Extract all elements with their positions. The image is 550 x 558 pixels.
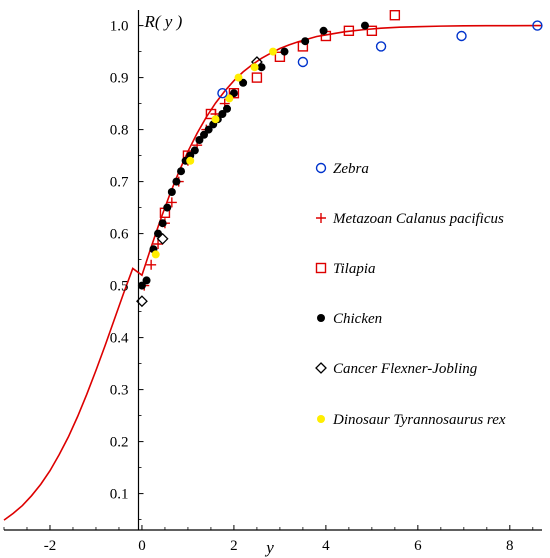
series-metazoan-calanus-pacificus — [139, 98, 230, 291]
data-point — [195, 136, 204, 144]
legend-entry: Cancer Flexner-Jobling — [315, 361, 478, 377]
legend-marker — [317, 415, 325, 423]
data-point — [166, 197, 177, 208]
data-point — [190, 146, 199, 155]
axes — [3, 10, 542, 531]
data-point — [250, 63, 259, 72]
data-point — [146, 259, 157, 270]
data-point — [172, 177, 181, 186]
data-point — [532, 20, 543, 31]
data-point — [269, 47, 277, 56]
data-point — [360, 21, 369, 30]
legend-entry: Dinosaur Tyrannosaurus rex — [317, 412, 506, 428]
data-point — [223, 104, 232, 113]
y-tick-label: 0.2 — [110, 435, 129, 451]
y-tick-label: 0.5 — [110, 279, 129, 295]
data-point — [167, 188, 176, 196]
legend-label: Zebra — [333, 161, 369, 177]
data-point — [218, 110, 227, 118]
data-point — [375, 41, 387, 52]
data-point — [200, 130, 209, 139]
data-point — [234, 73, 243, 82]
x-tick-label: 0 — [138, 538, 146, 554]
data-point — [239, 78, 248, 87]
data-point — [211, 115, 220, 124]
data-point — [280, 47, 289, 56]
data-point — [158, 219, 167, 228]
data-point — [151, 250, 160, 259]
data-point — [366, 25, 378, 36]
fitted-curve — [3, 24, 543, 521]
y-tick-label: 1.0 — [110, 19, 129, 35]
data-point — [319, 26, 328, 35]
y-tick-label: 0.4 — [110, 331, 129, 347]
legend-marker — [317, 314, 325, 322]
legend-marker — [315, 362, 327, 374]
data-point — [137, 281, 146, 290]
y-tick-label: 0.6 — [110, 227, 129, 243]
legend-marker — [315, 162, 327, 174]
legend-marker — [316, 213, 326, 223]
series-chicken — [137, 21, 369, 290]
data-point — [297, 56, 309, 68]
legend-marker — [315, 262, 327, 274]
legend-entry: Zebra — [315, 161, 369, 177]
y-tick-label: 0.8 — [110, 123, 129, 139]
data-point — [251, 72, 263, 83]
data-points — [136, 9, 543, 308]
x-tick-label: 6 — [414, 538, 422, 554]
x-tick-label: 2 — [230, 538, 238, 554]
data-point — [156, 232, 169, 245]
y-tick-label: 0.1 — [110, 487, 129, 503]
data-point — [301, 37, 310, 46]
data-point — [225, 94, 234, 103]
series-cancer-flexner-jobling — [136, 56, 263, 308]
data-point — [186, 156, 195, 165]
data-point — [389, 9, 401, 21]
x-axis-title: y — [264, 538, 274, 557]
data-point — [274, 51, 286, 62]
legend-entry: Chicken — [317, 311, 382, 327]
data-point — [228, 87, 240, 99]
data-point — [142, 276, 151, 285]
legend: Zebra Metazoan Calanus pacificus Tilapia Ch… — [315, 161, 506, 428]
series-tilapia — [159, 9, 401, 219]
data-point — [163, 203, 172, 212]
x-tick-label: -2 — [44, 538, 57, 554]
y-tick-label: 0.3 — [110, 383, 129, 399]
data-point — [456, 30, 467, 42]
data-point — [153, 239, 164, 249]
legend-label: Cancer Flexner-Jobling — [333, 361, 478, 377]
x-tick-label: 8 — [506, 538, 514, 554]
y-tick-label: 0.9 — [110, 71, 129, 87]
y-tick-label: 0.7 — [110, 175, 129, 191]
legend-entry: Metazoan Calanus pacificus — [316, 211, 504, 227]
data-point — [217, 87, 228, 99]
series-dinosaur-tyrannosaurus-rex — [151, 47, 277, 259]
series-zebra — [217, 20, 543, 99]
axis-labels: -2 0 2 4 6 8 0.1 0.2 0.3 0.4 0.5 0.6 0.7 0.8 0.9 1.0 y R(… — [44, 12, 514, 557]
legend-label: Metazoan Calanus pacificus — [332, 211, 504, 227]
data-point — [343, 25, 355, 36]
y-axis-title: R( y ) — [144, 12, 183, 31]
legend-entry: Tilapia — [315, 261, 376, 277]
data-point — [177, 167, 186, 176]
data-point — [205, 108, 217, 120]
data-point — [229, 89, 238, 98]
legend-label: Tilapia — [333, 261, 376, 277]
data-point — [204, 125, 213, 134]
fitted-curve-line — [3, 24, 543, 521]
legend-label: Dinosaur Tyrannosaurus rex — [332, 412, 506, 428]
data-point — [136, 295, 148, 308]
x-tick-label: 4 — [322, 538, 330, 554]
legend-label: Chicken — [333, 311, 382, 327]
